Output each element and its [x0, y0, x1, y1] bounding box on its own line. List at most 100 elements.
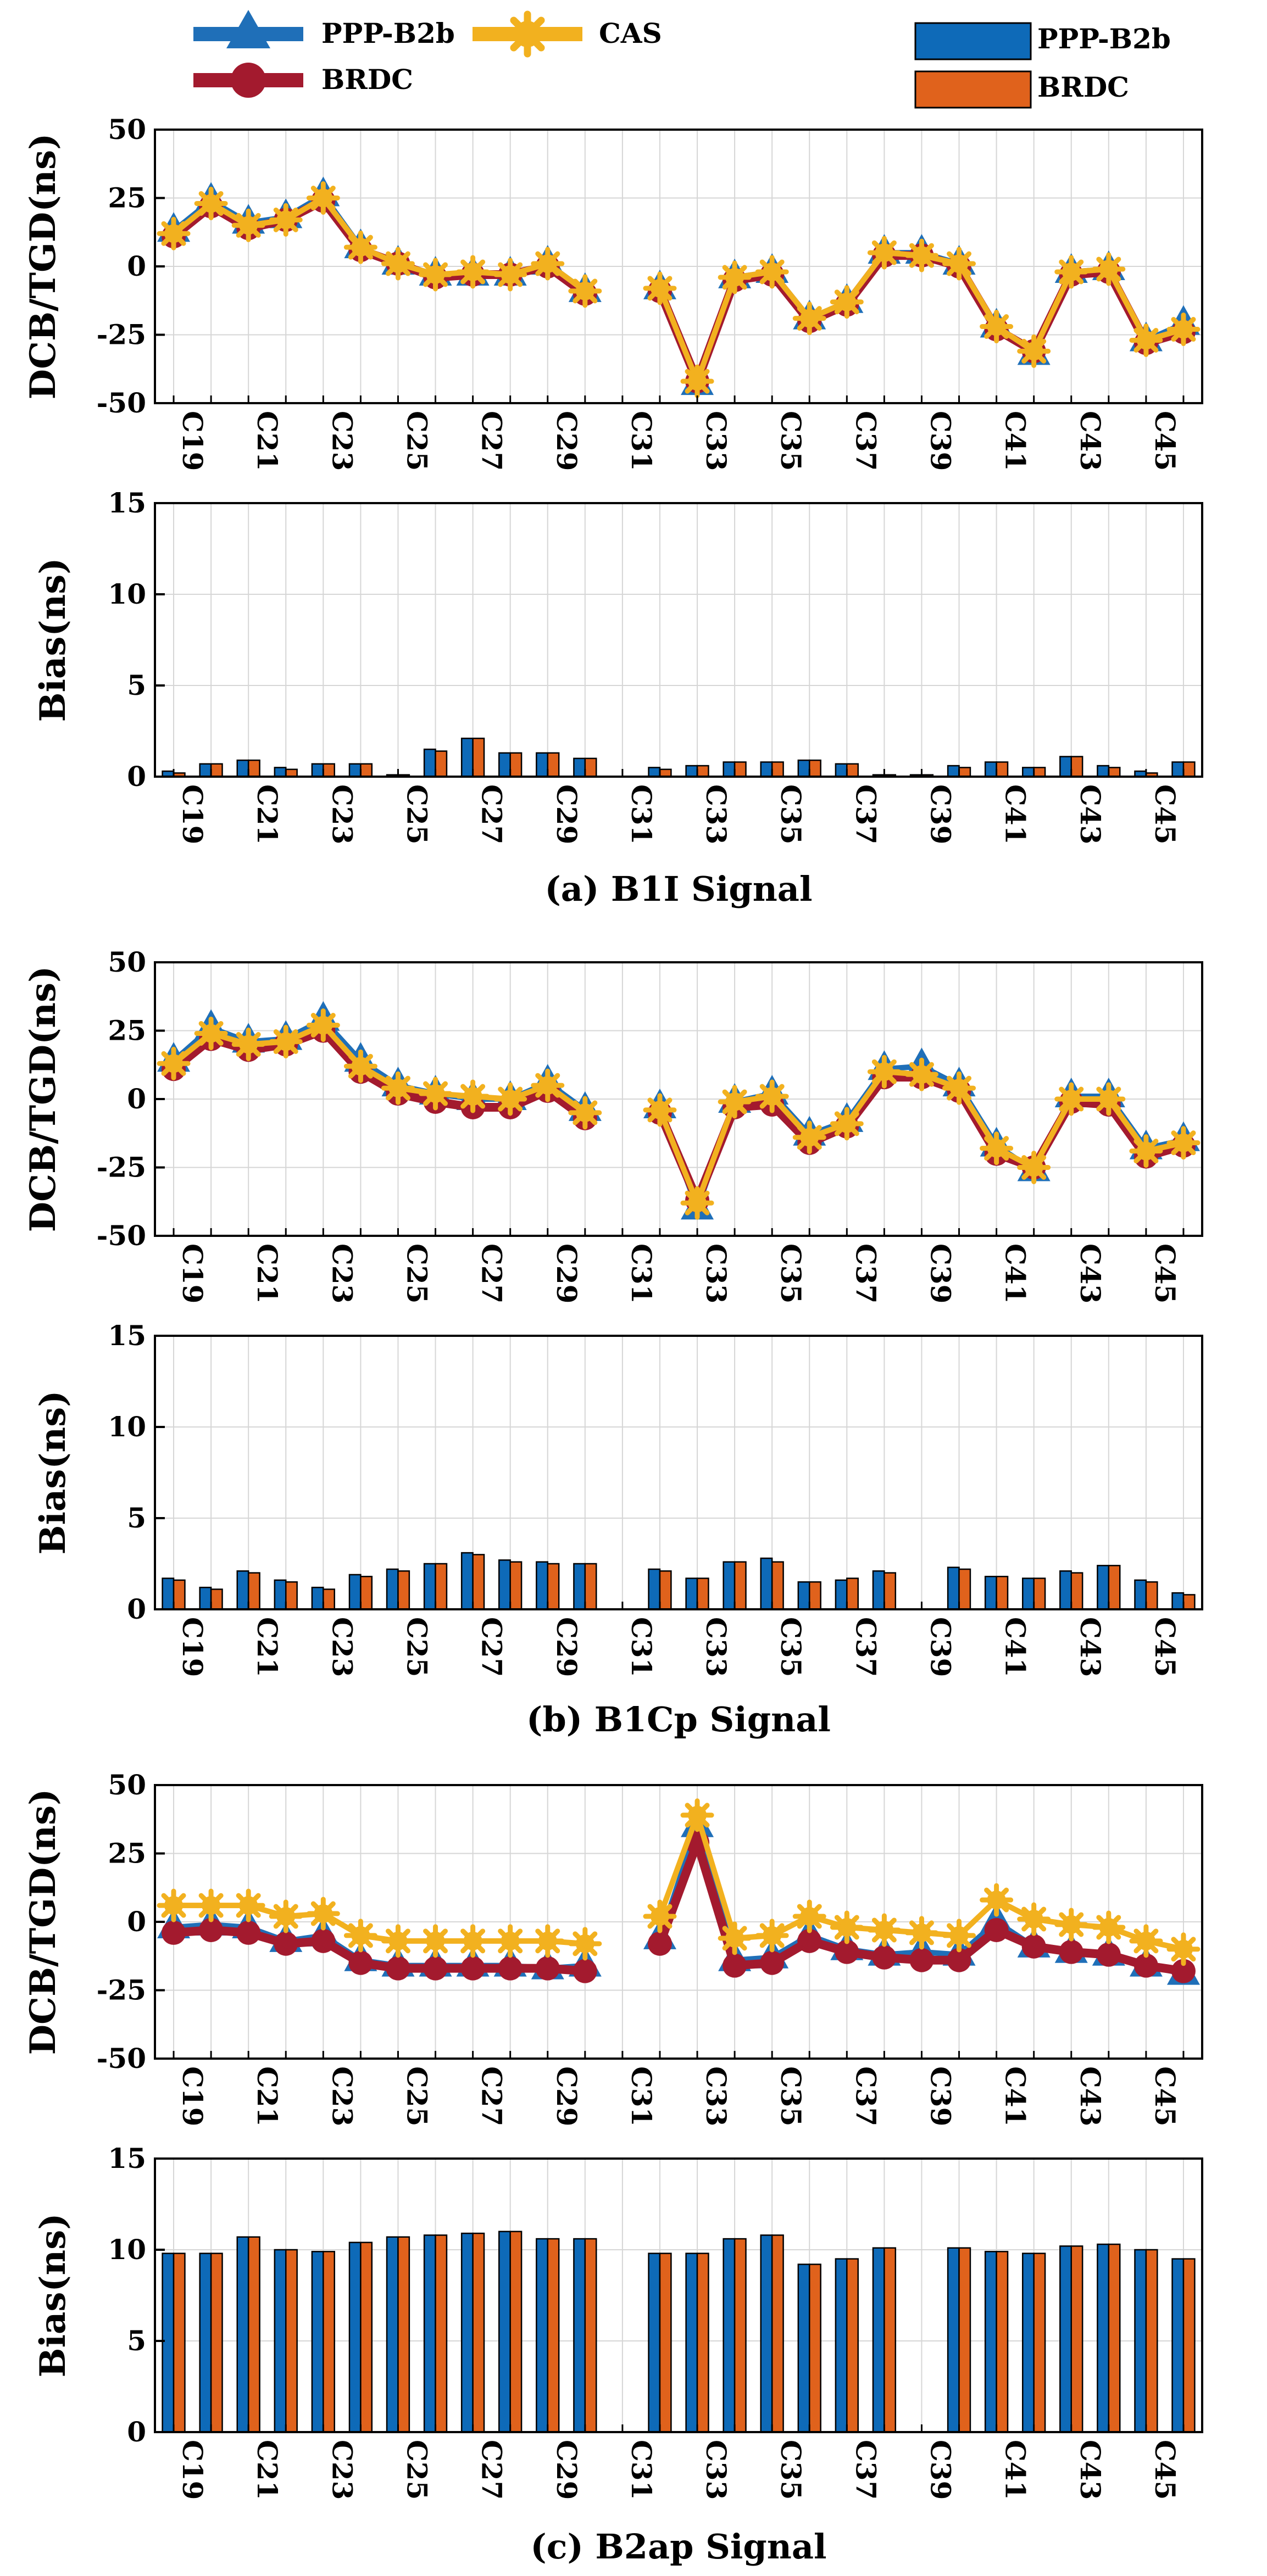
point-cas-c46	[1166, 1126, 1201, 1160]
point-brdc-c24	[348, 1950, 373, 1975]
x-tick-label: C29	[551, 2066, 583, 2126]
y-axis-label: Bias(ns)	[32, 2213, 74, 2377]
legend: PPP-B2b CAS BRDC PPP-B2b BRDC	[193, 10, 1171, 109]
bar-ppp-b2b-c46	[1171, 1592, 1185, 1610]
point-cas-c38	[867, 236, 901, 270]
bar-brdc-c44	[1108, 767, 1121, 778]
point-cas-c32	[643, 1899, 677, 1933]
x-tick-label: C19	[176, 784, 209, 844]
bar-brdc-c44	[1108, 1565, 1121, 1610]
x-tick-label: C39	[924, 2066, 957, 2126]
point-cas-c23	[306, 1897, 340, 1931]
y-tick-label: -25	[97, 1151, 146, 1184]
bar-brdc-c41	[996, 2251, 1009, 2433]
bar-ppp-b2b-c21	[236, 1570, 249, 1610]
x-tick-label: C43	[1074, 784, 1107, 844]
bar-ppp-b2b-c33	[685, 2252, 698, 2433]
bar-brdc-c19	[173, 1579, 186, 1610]
x-tick-label: C41	[999, 411, 1032, 471]
point-brdc-c38	[872, 1945, 897, 1970]
b2ap-bias-bar-chart: 0 5 10 15 C19 C21 C23 C25 C27 C29 C31 C33 C35 C37 C39 C…	[32, 2142, 1203, 2567]
bar-brdc-c24	[360, 1575, 373, 1610]
legend-bar-brdc-label: BRDC	[1037, 71, 1129, 103]
x-tick-label: C37	[849, 2066, 882, 2126]
y-tick-label: 0	[127, 2416, 146, 2448]
point-cas-c23	[306, 1008, 340, 1042]
y-tick-label: -25	[97, 319, 146, 351]
x-tick-label: C37	[849, 2440, 882, 2500]
bar-brdc-c37	[846, 763, 859, 778]
x-tick-label: C29	[551, 411, 583, 471]
bar-brdc-c30	[584, 1563, 597, 1610]
point-brdc-c28	[498, 1956, 523, 1981]
bar-ppp-b2b-c40	[947, 1566, 960, 1610]
x-tick-label: C37	[849, 784, 882, 844]
bar-ppp-b2b-c22	[274, 2249, 287, 2433]
x-tick-label: C43	[1074, 2440, 1107, 2500]
bar-ppp-b2b-c32	[648, 2252, 661, 2433]
bar-ppp-b2b-c45	[1134, 1579, 1147, 1610]
x-tick-label: C21	[251, 1244, 284, 1303]
point-cas-c19	[157, 1888, 191, 1922]
point-cas-c30	[568, 1927, 602, 1961]
bar-ppp-b2b-c28	[498, 1559, 511, 1610]
bar-brdc-c40	[958, 767, 971, 778]
bar-brdc-c33	[696, 2252, 709, 2433]
point-cas-c25	[381, 1071, 415, 1105]
bar-brdc-c40	[958, 2247, 971, 2433]
x-tick-label: C29	[551, 1244, 583, 1303]
point-brdc-c20	[199, 1917, 224, 1942]
bar-brdc-c32	[659, 2252, 672, 2433]
y-tick-label: 0	[127, 1593, 146, 1625]
point-brdc-c22	[274, 1931, 298, 1956]
bar-ppp-b2b-c19	[162, 2252, 175, 2433]
bar-brdc-c29	[547, 752, 560, 778]
point-cas-c40	[942, 1919, 976, 1953]
x-tick-label: C39	[924, 2440, 957, 2500]
x-tick-label: C37	[849, 1244, 882, 1303]
bar-brdc-c32	[659, 1570, 672, 1610]
point-cas-c29	[531, 1068, 565, 1102]
bar-ppp-b2b-c36	[797, 2263, 810, 2433]
x-tick-label: C33	[700, 1244, 732, 1303]
point-cas-c44	[1092, 1082, 1126, 1116]
x-tick-label: C27	[476, 411, 508, 471]
point-cas-c24	[343, 230, 377, 264]
legend-entry-cas-line: CAS	[473, 10, 662, 58]
bar-brdc-c27	[472, 2232, 485, 2433]
bar-ppp-b2b-c42	[1022, 1577, 1035, 1610]
bar-brdc-c34	[733, 761, 747, 778]
point-cas-c42	[1017, 1902, 1051, 1936]
x-tick-label: C31	[625, 1244, 658, 1303]
bar-brdc-c41	[996, 1575, 1009, 1610]
point-cas-c21	[231, 1888, 265, 1922]
point-cas-c29	[531, 247, 565, 281]
point-cas-c27	[456, 255, 490, 289]
point-cas-c35	[755, 255, 789, 289]
x-tick-label: C25	[401, 2440, 433, 2500]
plot-area	[155, 1336, 1202, 1609]
point-brdc-c36	[797, 1928, 822, 1953]
legend-entry-ppp-b2b-line: PPP-B2b	[193, 10, 455, 49]
bar-ppp-b2b-c22	[274, 767, 287, 778]
y-tick-label: 5	[127, 2324, 146, 2357]
x-tick-label: C21	[251, 2066, 284, 2126]
bar-ppp-b2b-c38	[872, 1570, 885, 1610]
plot-area	[155, 503, 1202, 777]
y-tick-label: 5	[127, 669, 146, 701]
x-tick-label: C41	[999, 784, 1032, 844]
legend-entry-ppp-b2b-bar: PPP-B2b	[914, 22, 1171, 60]
x-tick-label: C25	[401, 411, 433, 471]
bar-brdc-c46	[1182, 1594, 1196, 1610]
point-brdc-c23	[311, 1928, 336, 1953]
panel-caption: (a) B1I Signal	[544, 869, 812, 909]
point-brdc-c30	[573, 1959, 597, 1983]
bar-ppp-b2b-c24	[348, 2242, 362, 2433]
point-cas-c24	[343, 1049, 377, 1083]
point-cas-c35	[755, 1919, 789, 1953]
x-tick-label: C27	[476, 784, 508, 844]
bar-brdc-c20	[210, 763, 223, 778]
bar-ppp-b2b-c36	[797, 1581, 810, 1610]
bar-brdc-c37	[846, 1577, 859, 1610]
bar-ppp-b2b-c37	[835, 763, 848, 778]
